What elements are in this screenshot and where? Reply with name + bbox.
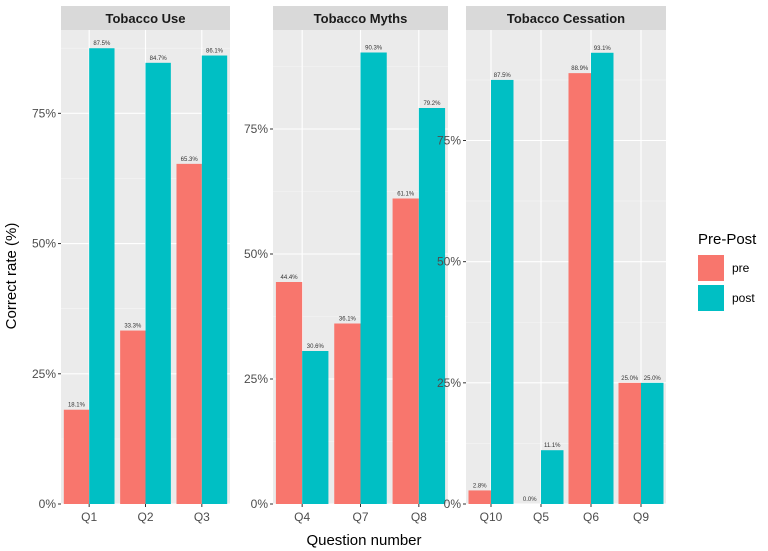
bar-pre-q2 <box>120 330 146 504</box>
chart-panels: Tobacco Use 0% 25% 50% 75% 18.1% 87.5% Q1 33.3% 8… <box>32 6 666 524</box>
legend-label-pre: pre <box>732 261 750 275</box>
bar-label-pre-q8: 61.1% <box>397 192 415 198</box>
bar-post-q3 <box>201 55 228 505</box>
bar-label-pre-q10: 2.8% <box>473 483 487 489</box>
x-axis-title: Question number <box>306 532 421 549</box>
bar-post-q6 <box>591 52 614 504</box>
bar-label-pre-q1: 18.1% <box>68 403 86 409</box>
bar-post-q4 <box>302 351 329 504</box>
panel-strip <box>273 6 448 30</box>
panel-title: Tobacco Cessation <box>507 11 625 26</box>
legend-key-post <box>698 285 724 311</box>
bar-pre-q3 <box>176 163 202 504</box>
bar-post-q1 <box>89 48 115 504</box>
y-tick-label: 25% <box>244 372 268 386</box>
y-tick-label: 75% <box>32 106 56 120</box>
bar-pre-q6 <box>568 73 591 504</box>
bar-label-post-q10: 87.5% <box>494 73 512 79</box>
x-tick-label: Q2 <box>137 510 153 524</box>
bar-label-post-q7: 90.3% <box>365 46 383 52</box>
y-tick-label: 0% <box>39 497 57 511</box>
panel-strip <box>61 6 230 30</box>
bar-label-post-q4: 30.6% <box>307 344 325 350</box>
y-tick-label: 0% <box>444 497 462 511</box>
bar-pre-q1 <box>63 409 90 504</box>
bar-label-post-q5: 11.1% <box>544 443 561 449</box>
x-tick-label: Q3 <box>194 510 210 524</box>
bar-label-pre-q3: 65.3% <box>181 157 199 163</box>
bar-post-q8 <box>418 108 446 504</box>
y-tick-label: 25% <box>32 367 56 381</box>
y-tick-label: 0% <box>251 497 269 511</box>
bar-label-pre-q2: 33.3% <box>124 324 142 330</box>
bar-pre-q9 <box>618 382 641 504</box>
x-tick-label: Q9 <box>633 510 649 524</box>
bar-label-post-q1: 87.5% <box>93 41 111 47</box>
legend-label-post: post <box>732 291 755 305</box>
bar-post-q7 <box>360 52 387 504</box>
bar-label-post-q6: 93.1% <box>594 46 612 52</box>
legend: Pre-Post pre post <box>698 231 757 311</box>
y-tick-label: 50% <box>244 247 268 261</box>
bar-label-post-q2: 84.7% <box>150 56 168 62</box>
y-tick-label: 50% <box>437 255 461 269</box>
bar-label-pre-q6: 88.9% <box>571 66 589 72</box>
bar-post-q9 <box>641 382 664 504</box>
legend-title: Pre-Post <box>698 231 757 248</box>
x-tick-label: Q6 <box>583 510 599 524</box>
bar-pre-q4 <box>275 282 303 504</box>
panel-title: Tobacco Myths <box>314 11 408 26</box>
bar-label-pre-q9: 25.0% <box>621 376 639 382</box>
bar-label-post-q9: 25.0% <box>644 376 662 382</box>
bar-pre-q10 <box>468 490 491 504</box>
y-tick-label: 75% <box>437 134 461 148</box>
y-axis-title: Correct rate (%) <box>3 223 20 330</box>
x-tick-label: Q4 <box>294 510 310 524</box>
panel-2: Tobacco Myths 0% 25% 50% 75% 44.4% 30.6% Q4 36.1… <box>244 6 448 524</box>
bar-pre-q8 <box>392 198 419 504</box>
bar-post-q10 <box>491 79 514 505</box>
x-tick-label: Q5 <box>533 510 549 524</box>
bar-label-post-q8: 79.2% <box>423 101 441 107</box>
bar-label-post-q3: 86.1% <box>206 49 224 55</box>
bar-post-q2 <box>145 62 171 505</box>
x-tick-label: Q8 <box>411 510 427 524</box>
legend-key-pre <box>698 255 724 281</box>
x-tick-label: Q7 <box>352 510 368 524</box>
y-tick-label: 25% <box>437 376 461 390</box>
bar-post-q5 <box>541 450 564 504</box>
panel-1: Tobacco Use 0% 25% 50% 75% 18.1% 87.5% Q1 33.3% 8… <box>32 6 230 524</box>
bar-label-pre-q4: 44.4% <box>281 275 299 281</box>
bar-label-pre-q5: 0.0% <box>523 497 537 503</box>
bar-label-pre-q7: 36.1% <box>339 317 357 323</box>
y-tick-label: 50% <box>32 237 56 251</box>
x-tick-label: Q1 <box>81 510 97 524</box>
x-tick-label: Q10 <box>480 510 503 524</box>
panel-3: Tobacco Cessation 0% 25% 50% 75% 2.8% 87.5% Q10… <box>437 6 666 524</box>
panel-strip <box>466 6 666 30</box>
y-tick-label: 75% <box>244 122 268 136</box>
bar-pre-q7 <box>334 323 361 504</box>
panel-title: Tobacco Use <box>106 11 186 26</box>
